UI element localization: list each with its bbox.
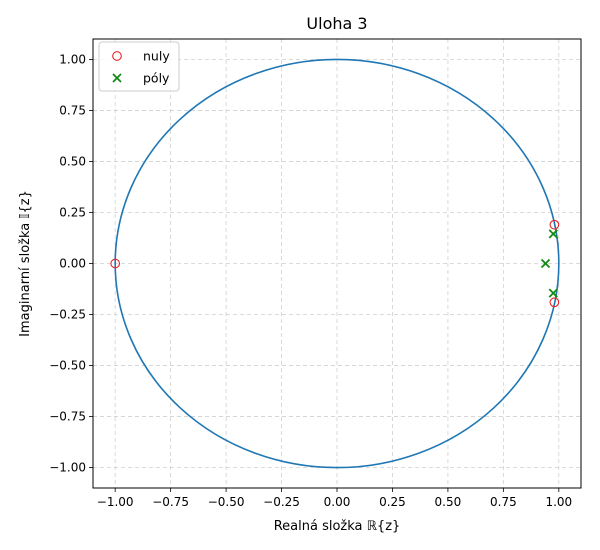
zero-marker xyxy=(110,258,121,269)
ticks: −1.00 −0.75 −0.50 −0.25 0.00 0.25 0.50 0.75 1.00… xyxy=(49,52,572,509)
x-tick-label: 0.00 xyxy=(324,495,351,509)
x-tick-label: −0.50 xyxy=(208,495,245,509)
legend-zero-marker xyxy=(112,51,122,61)
x-stroke xyxy=(112,73,122,83)
pole-marker xyxy=(540,258,551,269)
y-tick-label: 0.50 xyxy=(59,154,86,168)
unit-circle-layer xyxy=(114,58,560,469)
y-axis-label: Imaginarní složka 𝕀{z} xyxy=(18,190,33,337)
zero-marker xyxy=(549,297,560,308)
legend-label: póly xyxy=(143,71,170,86)
pole-marker xyxy=(548,288,558,298)
y-tick-label: −0.25 xyxy=(49,308,86,322)
y-tick-label: 0.25 xyxy=(59,205,86,219)
x-tick-label: 0.25 xyxy=(379,495,406,509)
x-stroke xyxy=(548,229,558,239)
x-tick-label: −0.25 xyxy=(263,495,300,509)
x-tick-label: −0.75 xyxy=(152,495,189,509)
x-stroke xyxy=(540,258,551,269)
pole-marker xyxy=(548,229,558,239)
points-layer xyxy=(110,219,560,308)
x-tick-label: 0.50 xyxy=(435,495,462,509)
y-tick-label: −0.75 xyxy=(49,410,86,424)
x-stroke xyxy=(548,288,558,298)
legend-pole-marker xyxy=(112,73,122,83)
x-tick-label: −1.00 xyxy=(97,495,134,509)
y-tick-label: 1.00 xyxy=(59,52,86,66)
legend-label: nuly xyxy=(143,49,170,64)
grid xyxy=(93,39,581,488)
y-tick-label: 0.75 xyxy=(59,103,86,117)
chart-title: Uloha 3 xyxy=(306,14,367,33)
y-tick-label: −1.00 xyxy=(49,461,86,475)
y-tick-label: 0.00 xyxy=(59,257,86,271)
x-axis-label: Realná složka ℝ{z} xyxy=(274,519,401,534)
x-tick-label: 1.00 xyxy=(545,495,572,509)
legend: nuly póly xyxy=(98,41,180,92)
y-tick-label: −0.50 xyxy=(49,359,86,373)
zero-marker xyxy=(549,219,560,230)
unit-circle xyxy=(114,58,560,469)
x-tick-label: 0.75 xyxy=(490,495,517,509)
